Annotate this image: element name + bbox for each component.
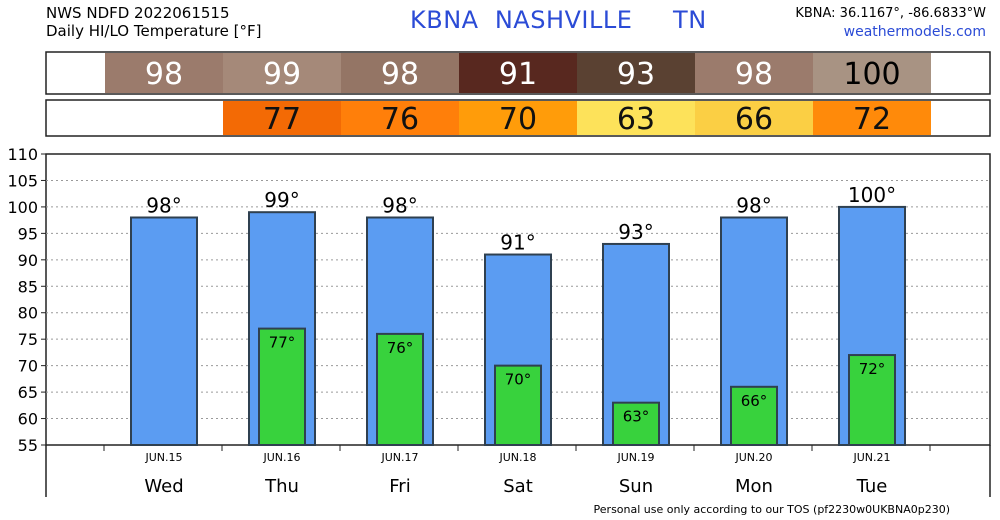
x-date-label: JUN.18 — [498, 451, 536, 464]
x-date-label: JUN.17 — [380, 451, 418, 464]
hi-strip-label: 98 — [145, 57, 183, 92]
lo-strip-label: 76 — [381, 102, 419, 137]
hi-strip-label: 91 — [499, 57, 537, 92]
hi-strip-label: 100 — [843, 57, 900, 92]
x-date-label: JUN.20 — [734, 451, 772, 464]
lo-bar — [376, 332, 424, 446]
x-date-label: JUN.15 — [144, 451, 182, 464]
hi-strip-cell — [577, 53, 695, 93]
lo-bar — [730, 385, 778, 446]
product-line: NWS NDFD 2022061515 — [46, 4, 230, 22]
lo-strip-cell — [459, 101, 577, 135]
y-tick-label: 80 — [18, 304, 38, 323]
site-link[interactable]: weathermodels.com — [843, 24, 986, 40]
chart-title: Daily HI/LO Temperature [°F] — [46, 22, 262, 40]
lo-bar — [494, 364, 542, 446]
y-tick-label: 75 — [18, 330, 38, 349]
hi-strip-cell — [695, 53, 813, 93]
lo-bar-label: 72° — [859, 360, 886, 378]
y-tick-label: 110 — [7, 145, 38, 164]
y-tick-label: 65 — [18, 383, 38, 402]
y-tick-label: 60 — [18, 410, 38, 429]
x-date-label: JUN.16 — [262, 451, 300, 464]
footer-note: Personal use only according to our TOS (… — [593, 503, 950, 516]
hi-strip-cell — [223, 53, 341, 93]
lo-strip-label: 77 — [263, 102, 301, 137]
y-tick-label: 55 — [18, 436, 38, 455]
lo-bar-label: 66° — [741, 392, 768, 410]
hi-bar-label: 98° — [382, 193, 417, 217]
hi-bar-label: 93° — [618, 220, 653, 244]
x-day-label: Sun — [619, 476, 653, 497]
x-date-label: JUN.19 — [616, 451, 654, 464]
hi-strip-cell — [813, 53, 931, 93]
hi-strip-cell — [341, 53, 459, 93]
lo-strip-label: 63 — [617, 102, 655, 137]
lo-strip-label: 70 — [499, 102, 537, 137]
y-tick-label: 90 — [18, 251, 38, 270]
hi-bar-label: 99° — [264, 188, 299, 212]
station-coords: KBNA: 36.1167°, -86.6833°W — [795, 6, 986, 21]
hi-bar-label: 98° — [146, 193, 181, 217]
header-left: NWS NDFD 2022061515 Daily HI/LO Temperat… — [46, 4, 262, 40]
lo-strip-cell — [813, 101, 931, 135]
lo-strip-cell — [577, 101, 695, 135]
x-day-label: Wed — [144, 476, 183, 497]
y-tick-label: 100 — [7, 198, 38, 217]
hi-bar-label: 100° — [848, 183, 896, 207]
hi-strip-cell — [105, 53, 223, 93]
lo-strip-label: 72 — [853, 102, 891, 137]
x-day-label: Thu — [264, 476, 299, 497]
lo-bar-label: 63° — [623, 408, 650, 426]
y-tick-label: 70 — [18, 357, 38, 376]
hi-strip-cell — [459, 53, 577, 93]
hi-bar — [130, 216, 198, 446]
station-title: KBNA NASHVILLE TN — [410, 6, 707, 34]
x-day-label: Tue — [856, 476, 888, 497]
lo-strip-label: 66 — [735, 102, 773, 137]
x-date-label: JUN.21 — [852, 451, 890, 464]
y-tick-label: 105 — [7, 171, 38, 190]
y-tick-label: 95 — [18, 224, 38, 243]
lo-bar-label: 77° — [269, 334, 296, 352]
hi-bar-label: 91° — [500, 231, 535, 255]
hi-bar-label: 98° — [736, 193, 771, 217]
lo-strip-cell — [695, 101, 813, 135]
lo-strip-cell — [223, 101, 341, 135]
lo-strip-cell — [341, 101, 459, 135]
lo-bar-label: 70° — [505, 371, 532, 389]
x-day-label: Mon — [735, 476, 773, 497]
hi-strip-label: 98 — [381, 57, 419, 92]
lo-bar — [612, 401, 660, 447]
hi-strip-label: 99 — [263, 57, 301, 92]
hi-strip-label: 93 — [617, 57, 655, 92]
lo-bar-label: 76° — [387, 339, 414, 357]
hi-strip-label: 98 — [735, 57, 773, 92]
x-day-label: Sat — [503, 476, 533, 497]
x-day-label: Fri — [389, 476, 410, 497]
lo-bar — [848, 354, 896, 446]
header-right: KBNA: 36.1167°, -86.6833°W weathermodels… — [795, 4, 986, 42]
lo-bar — [258, 327, 306, 447]
y-tick-label: 85 — [18, 277, 38, 296]
